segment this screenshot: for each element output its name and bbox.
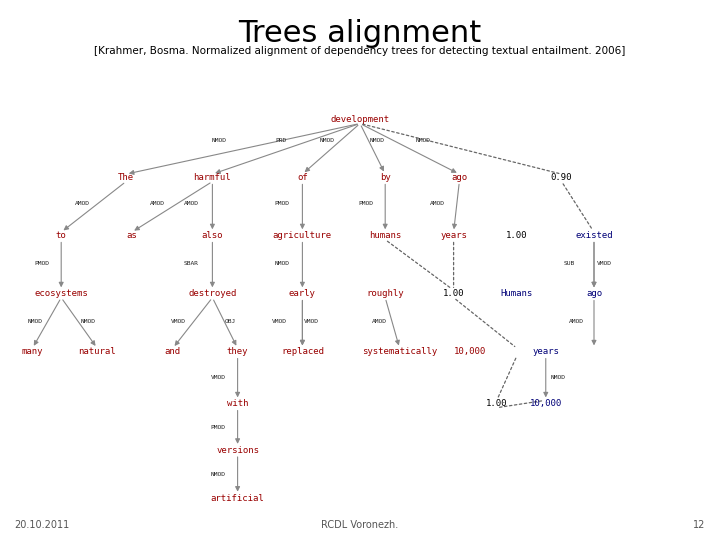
Text: existed: existed xyxy=(575,231,613,240)
Text: Trees alignment: Trees alignment xyxy=(238,19,482,48)
Text: PRD: PRD xyxy=(275,138,287,143)
Text: PMOD: PMOD xyxy=(35,261,49,266)
Text: The: The xyxy=(118,173,134,183)
Text: VMOD: VMOD xyxy=(598,261,612,266)
Text: NMOD: NMOD xyxy=(275,261,289,266)
Text: many: many xyxy=(22,347,43,356)
Text: 1.00: 1.00 xyxy=(443,289,464,299)
Text: early: early xyxy=(289,289,316,299)
Text: ago: ago xyxy=(451,173,467,183)
Text: with: with xyxy=(227,400,248,408)
Text: AMOD: AMOD xyxy=(569,319,583,325)
Text: NMOD: NMOD xyxy=(28,319,42,325)
Text: PMOD: PMOD xyxy=(211,424,225,430)
Text: AMOD: AMOD xyxy=(372,319,387,325)
Text: NMOD: NMOD xyxy=(320,138,334,143)
Text: by: by xyxy=(380,173,390,183)
Text: humans: humans xyxy=(369,231,401,240)
Text: systematically: systematically xyxy=(362,347,437,356)
Text: 12: 12 xyxy=(693,520,706,530)
Text: PMOD: PMOD xyxy=(275,201,289,206)
Text: artificial: artificial xyxy=(211,494,264,503)
Text: 1.00: 1.00 xyxy=(506,231,528,240)
Text: ecosystems: ecosystems xyxy=(35,289,88,299)
Text: VMOD: VMOD xyxy=(171,319,185,325)
Text: of: of xyxy=(297,173,307,183)
Text: RCDL Voronezh.: RCDL Voronezh. xyxy=(321,520,399,530)
Text: AMOD: AMOD xyxy=(150,201,164,206)
Text: to: to xyxy=(56,231,66,240)
Text: VMOD: VMOD xyxy=(272,319,287,325)
Text: agriculture: agriculture xyxy=(273,231,332,240)
Text: also: also xyxy=(202,231,223,240)
Text: as: as xyxy=(127,231,137,240)
Text: NMOD: NMOD xyxy=(212,138,227,143)
Text: NMOD: NMOD xyxy=(416,138,431,143)
Text: NMOD: NMOD xyxy=(81,319,95,325)
Text: SUB: SUB xyxy=(564,261,575,266)
Text: harmful: harmful xyxy=(194,173,231,183)
Text: versions: versions xyxy=(216,446,259,455)
Text: 1.00: 1.00 xyxy=(486,400,508,408)
Text: 20.10.2011: 20.10.2011 xyxy=(14,520,70,530)
Text: years: years xyxy=(532,347,559,356)
Text: NMOD: NMOD xyxy=(551,375,565,380)
Text: they: they xyxy=(227,347,248,356)
Text: 0.90: 0.90 xyxy=(551,173,572,183)
Text: and: and xyxy=(165,347,181,356)
Text: PMOD: PMOD xyxy=(359,201,373,206)
Text: OBJ: OBJ xyxy=(225,319,236,325)
Text: development: development xyxy=(330,115,390,124)
Text: years: years xyxy=(440,231,467,240)
Text: AMOD: AMOD xyxy=(431,201,445,206)
Text: ago: ago xyxy=(586,289,602,299)
Text: AMOD: AMOD xyxy=(184,201,199,206)
Text: VMOD: VMOD xyxy=(211,375,225,380)
Text: natural: natural xyxy=(78,347,116,356)
Text: NMOD: NMOD xyxy=(211,471,225,477)
Text: roughly: roughly xyxy=(366,289,404,299)
Text: [Krahmer, Bosma. Normalized alignment of dependency trees for detecting textual : [Krahmer, Bosma. Normalized alignment of… xyxy=(94,46,626,56)
Text: destroyed: destroyed xyxy=(188,289,237,299)
Text: SBAR: SBAR xyxy=(184,261,198,266)
Text: replaced: replaced xyxy=(281,347,324,356)
Text: Humans: Humans xyxy=(501,289,533,299)
Text: AMOD: AMOD xyxy=(75,201,89,206)
Text: NMOD: NMOD xyxy=(370,138,384,143)
Text: 10,000: 10,000 xyxy=(454,347,486,356)
Text: VMOD: VMOD xyxy=(304,319,318,325)
Text: 10,000: 10,000 xyxy=(530,400,562,408)
